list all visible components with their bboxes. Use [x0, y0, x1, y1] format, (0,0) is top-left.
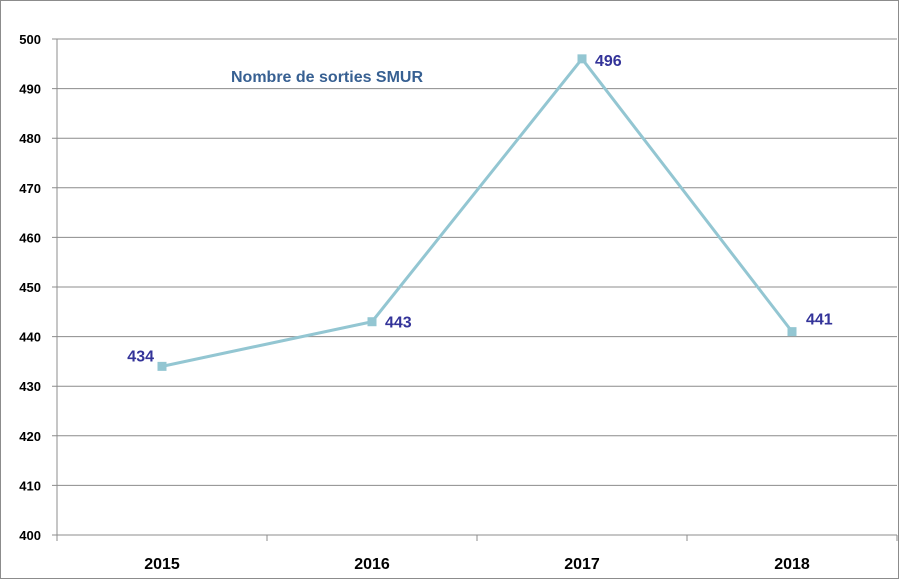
x-tick-label: 2018: [774, 556, 810, 573]
y-tick-label: 480: [19, 131, 41, 146]
y-tick-label: 410: [19, 478, 41, 493]
data-label: 443: [385, 315, 412, 332]
series-line: [161, 56, 794, 368]
axes: [56, 39, 898, 541]
y-tick-label: 460: [19, 230, 41, 245]
y-tick-label: 450: [19, 280, 41, 295]
data-point: [157, 361, 167, 371]
data-point: [787, 327, 797, 337]
data-labels: 434 443 496 441: [127, 53, 833, 366]
data-label: 496: [595, 53, 622, 70]
gridlines: [52, 38, 897, 536]
x-tick-label: 2017: [564, 556, 600, 573]
y-tick-label: 400: [19, 528, 41, 543]
y-tick-label: 440: [19, 330, 41, 345]
series-label: Nombre de sorties SMUR: [231, 69, 423, 86]
data-point: [367, 317, 377, 327]
x-tick-label: 2016: [354, 556, 390, 573]
series-layer: [157, 54, 797, 371]
data-label: 441: [806, 312, 833, 329]
y-tick-label: 500: [19, 32, 41, 47]
y-tick-label: 490: [19, 82, 41, 97]
x-axis-ticks: 2015 2016 2017 2018: [144, 556, 810, 573]
y-tick-label: 470: [19, 181, 41, 196]
y-tick-label: 420: [19, 429, 41, 444]
x-tick-label: 2015: [144, 556, 180, 573]
y-axis-ticks: 400 410 420 430 440 450 460 470 480 490 500: [19, 32, 41, 543]
y-tick-label: 430: [19, 379, 41, 394]
data-point: [577, 54, 587, 64]
data-label: 434: [127, 348, 154, 365]
